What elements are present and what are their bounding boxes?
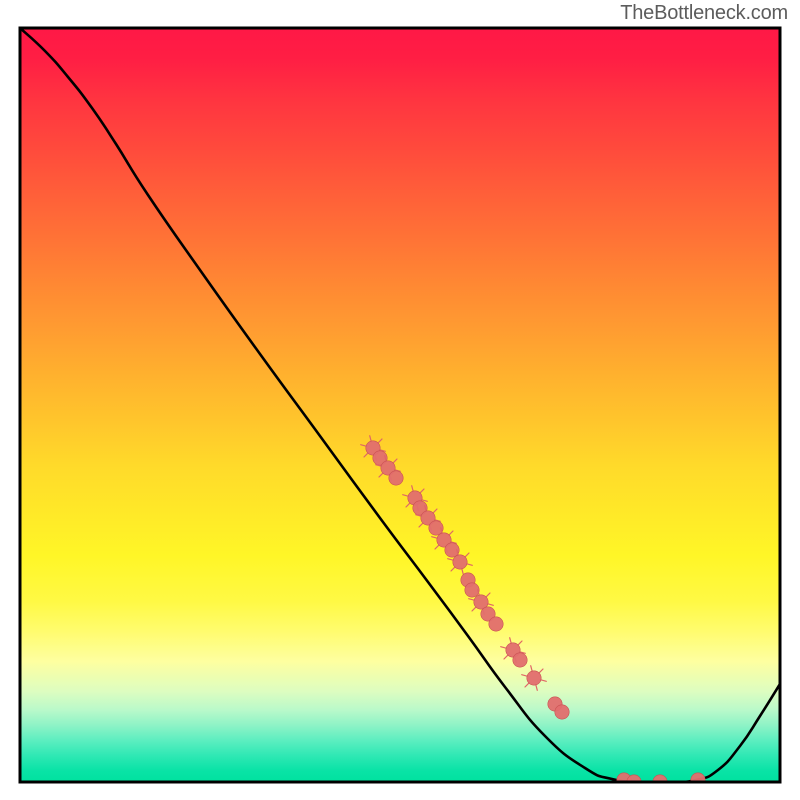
data-marker bbox=[489, 617, 503, 631]
bottleneck-chart bbox=[0, 0, 800, 800]
data-marker bbox=[555, 705, 569, 719]
data-marker bbox=[513, 653, 527, 667]
chart-background bbox=[20, 28, 780, 782]
data-marker bbox=[691, 773, 705, 787]
data-marker bbox=[465, 583, 479, 597]
watermark-label: TheBottleneck.com bbox=[620, 2, 788, 25]
chart-stage: TheBottleneck.com bbox=[0, 0, 800, 800]
data-marker bbox=[389, 471, 403, 485]
